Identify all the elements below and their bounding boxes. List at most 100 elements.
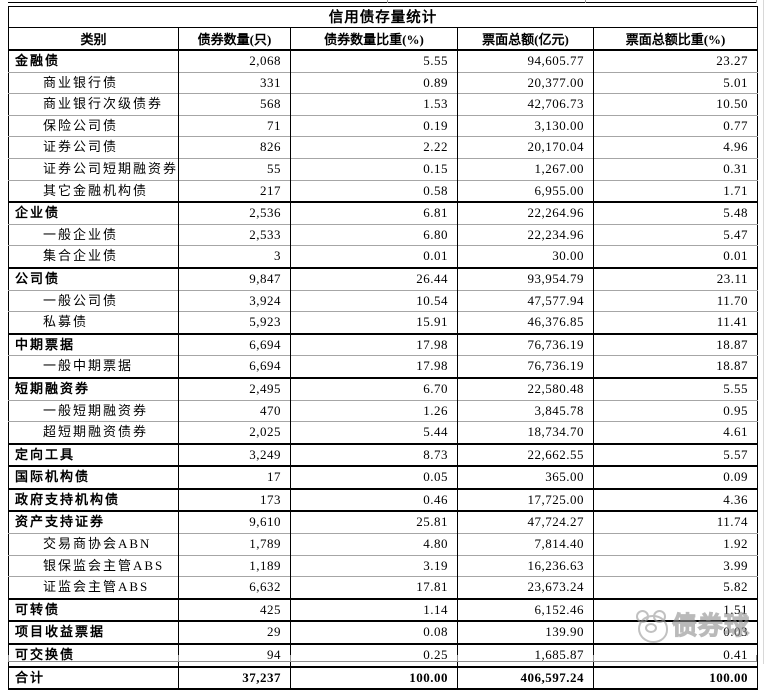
- value-cell: 6,694: [178, 332, 291, 356]
- value-cell: 23.11: [592, 266, 758, 291]
- value-cell: 1,789: [178, 533, 291, 556]
- value-cell: 0.05: [290, 465, 458, 489]
- table-header-row: 类别 债券数量(只) 债券数量比重(%) 票面总额(亿元) 票面总额比重(%): [8, 27, 758, 51]
- value-cell: 23,673.24: [457, 576, 594, 599]
- value-cell: 8.73: [290, 442, 458, 467]
- category-cell: 资产支持证券: [8, 510, 179, 534]
- category-cell: 交易商协会ABN: [8, 533, 179, 556]
- value-cell: 9,610: [178, 510, 291, 534]
- value-cell: 0.77: [592, 114, 758, 137]
- value-cell: 5.44: [290, 421, 458, 444]
- category-cell: 国际机构债: [8, 465, 179, 489]
- value-cell: 425: [178, 597, 291, 622]
- category-cell: 企业债: [8, 201, 179, 225]
- value-cell: 2,495: [178, 376, 291, 400]
- value-cell: 0.01: [592, 245, 758, 268]
- value-cell: 37,237: [178, 665, 291, 690]
- table-title-row: 信用债存量统计: [8, 6, 758, 28]
- table-row: 公司债 9,847 26.44 93,954.79 23.11: [8, 266, 758, 291]
- value-cell: 16,236.63: [457, 554, 594, 577]
- value-cell: 1.14: [290, 597, 458, 622]
- value-cell: 1.92: [592, 533, 758, 556]
- value-cell: 55: [178, 157, 291, 181]
- value-cell: 0.58: [290, 179, 458, 203]
- value-cell: 1.26: [290, 399, 458, 422]
- table-row: 金融债 2,068 5.55 94,605.77 23.27: [8, 48, 758, 73]
- value-cell: 365.00: [457, 465, 594, 489]
- gridline-stub: [290, 655, 291, 661]
- value-cell: 0.95: [592, 399, 758, 422]
- value-cell: 6.81: [290, 201, 458, 225]
- value-cell: 0.15: [290, 157, 458, 181]
- table-row: 项目收益票据 29 0.08 139.90 0.03: [8, 620, 758, 645]
- value-cell: 5.57: [592, 442, 758, 467]
- value-cell: 5.55: [592, 376, 758, 400]
- value-cell: 10.50: [592, 93, 758, 116]
- table-row: 商业银行债 331 0.89 20,377.00 5.01: [8, 71, 758, 94]
- value-cell: 0.41: [592, 643, 758, 667]
- value-cell: 26.44: [290, 266, 458, 291]
- col-header-face-value: 票面总额(亿元): [457, 27, 594, 51]
- bottom-rule: [8, 661, 757, 662]
- value-cell: 0.25: [290, 643, 458, 667]
- value-cell: 9,847: [178, 266, 291, 291]
- table-row: 国际机构债 17 0.05 365.00 0.09: [8, 465, 758, 489]
- value-cell: 139.90: [457, 620, 594, 645]
- table-row: 保险公司债 71 0.19 3,130.00 0.77: [8, 114, 758, 137]
- value-cell: 22,662.55: [457, 442, 594, 467]
- value-cell: 0.08: [290, 620, 458, 645]
- value-cell: 46,376.85: [457, 311, 594, 334]
- category-cell: 可转债: [8, 597, 179, 622]
- value-cell: 11.74: [592, 510, 758, 534]
- value-cell: 5.01: [592, 71, 758, 94]
- table-row: 超短期融资债券 2,025 5.44 18,734.70 4.61: [8, 421, 758, 444]
- value-cell: 2,536: [178, 201, 291, 225]
- value-cell: 18.87: [592, 332, 758, 356]
- category-cell: 定向工具: [8, 442, 179, 467]
- table-row: 集合企业债 3 0.01 30.00 0.01: [8, 245, 758, 268]
- value-cell: 0.46: [290, 487, 458, 512]
- value-cell: 6,152.46: [457, 597, 594, 622]
- gridline-stub: [457, 655, 458, 661]
- value-cell: 17.98: [290, 332, 458, 356]
- value-cell: 0.01: [290, 245, 458, 268]
- value-cell: 5.55: [290, 48, 458, 73]
- table-row: 银保监会主管ABS 1,189 3.19 16,236.63 3.99: [8, 554, 758, 577]
- table-row: 一般公司债 3,924 10.54 47,577.94 11.70: [8, 289, 758, 312]
- value-cell: 71: [178, 114, 291, 137]
- value-cell: 6,955.00: [457, 179, 594, 203]
- value-cell: 1.71: [592, 179, 758, 203]
- category-cell: 短期融资券: [8, 376, 179, 400]
- value-cell: 100.00: [592, 665, 758, 690]
- value-cell: 3.99: [592, 554, 758, 577]
- value-cell: 17.98: [290, 355, 458, 378]
- value-cell: 1.53: [290, 93, 458, 116]
- category-cell: 商业银行次级债券: [8, 93, 179, 116]
- sheet-right-gridline: [763, 0, 764, 664]
- category-cell: 证券公司短期融资券: [8, 157, 179, 181]
- category-cell: 一般短期融资券: [8, 399, 179, 422]
- value-cell: 5.82: [592, 576, 758, 599]
- value-cell: 20,377.00: [457, 71, 594, 94]
- value-cell: 6,694: [178, 355, 291, 378]
- table-row: 证券公司债 826 2.22 20,170.04 4.96: [8, 136, 758, 159]
- value-cell: 6.80: [290, 223, 458, 246]
- category-cell: 一般企业债: [8, 223, 179, 246]
- table-row: 合计 37,237 100.00 406,597.24 100.00: [8, 665, 758, 690]
- col-header-face-value-pct: 票面总额比重(%): [592, 27, 758, 51]
- gridline-stub: [387, 0, 388, 3]
- value-cell: 4.61: [592, 421, 758, 444]
- value-cell: 1,189: [178, 554, 291, 577]
- table-row: 企业债 2,536 6.81 22,264.96 5.48: [8, 201, 758, 225]
- value-cell: 3,249: [178, 442, 291, 467]
- table-row: 一般短期融资券 470 1.26 3,845.78 0.95: [8, 399, 758, 422]
- value-cell: 17: [178, 465, 291, 489]
- gridline-stub: [585, 0, 586, 3]
- table-row: 定向工具 3,249 8.73 22,662.55 5.57: [8, 442, 758, 467]
- category-cell: 中期票据: [8, 332, 179, 356]
- value-cell: 3,924: [178, 289, 291, 312]
- value-cell: 5.48: [592, 201, 758, 225]
- value-cell: 0.03: [592, 620, 758, 645]
- value-cell: 29: [178, 620, 291, 645]
- category-cell: 其它金融机构债: [8, 179, 179, 203]
